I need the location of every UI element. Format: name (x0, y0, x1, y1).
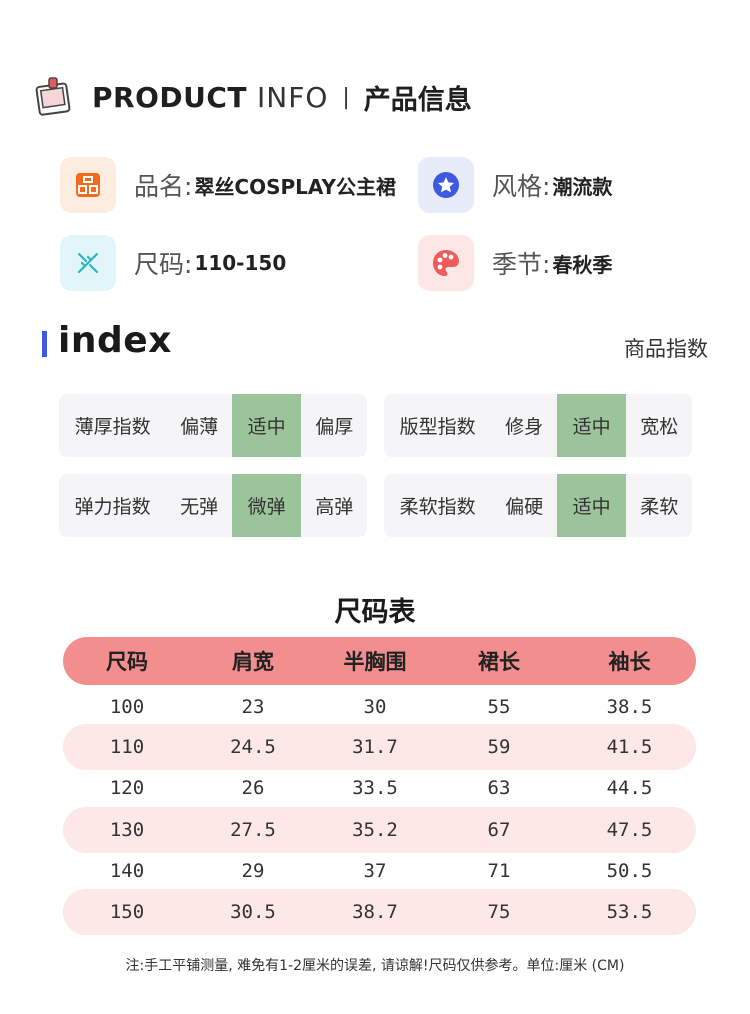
header-title-en-light: INFO (257, 80, 329, 114)
index-option: 修身 (505, 416, 544, 438)
table-cell: 100 (109, 696, 145, 718)
table-row: 120 26 33.5 63 44.5 (63, 765, 696, 811)
index-option: 偏厚 (315, 416, 354, 438)
info-style-label: 风格: (492, 172, 551, 201)
table-cell: 38.7 (352, 901, 398, 923)
header-separator: | (342, 84, 350, 110)
table-row: 140 29 37 71 50.5 (63, 848, 696, 894)
table-row: 100 23 30 55 38.5 (63, 684, 696, 730)
index-option-selected: 适中 (231, 394, 302, 457)
table-cell: 30 (363, 696, 387, 718)
info-size-value: 110-150 (194, 251, 287, 275)
table-cell: 53.5 (606, 901, 653, 923)
table-cell: 47.5 (606, 819, 653, 841)
column-header: 半胸围 (343, 650, 407, 674)
star-badge-icon (418, 157, 474, 213)
info-size-label: 尺码: (134, 250, 193, 279)
table-cell: 23 (241, 696, 265, 718)
index-option: 高弹 (315, 496, 354, 518)
info-season-value: 春秋季 (552, 252, 613, 277)
info-product-name: 品名: 翠丝COSPLAY公主裙 (60, 157, 396, 213)
index-option-selected: 微弹 (231, 474, 302, 537)
info-style: 风格: 潮流款 (418, 157, 612, 213)
table-cell: 50.5 (606, 860, 653, 882)
table-cell: 67 (487, 819, 511, 841)
table-cell: 30.5 (230, 901, 276, 923)
size-table-header: 尺码 肩宽 半胸围 裙长 袖长 (63, 637, 696, 685)
index-accent-bar (42, 331, 47, 357)
index-option: 无弹 (180, 496, 219, 518)
column-header: 裙长 (478, 650, 520, 674)
index-card-name: 版型指数 (399, 416, 476, 438)
index-card-name: 柔软指数 (399, 496, 476, 518)
column-header: 袖长 (608, 650, 651, 674)
index-card-name: 弹力指数 (74, 496, 151, 518)
table-cell: 63 (487, 777, 511, 799)
index-card-name: 薄厚指数 (74, 416, 151, 438)
table-cell: 71 (487, 860, 511, 882)
size-table-title: 尺码表 (334, 597, 416, 628)
index-option: 宽松 (640, 416, 679, 438)
column-header: 肩宽 (232, 650, 274, 674)
palette-icon (418, 235, 474, 291)
section-header: PRODUCT INFO | 产品信息 (32, 70, 472, 124)
table-cell: 110 (109, 736, 145, 758)
table-row: 150 30.5 38.7 75 53.5 (63, 889, 696, 935)
table-cell: 29 (241, 860, 265, 882)
table-cell: 41.5 (606, 736, 653, 758)
table-cell: 38.5 (606, 696, 653, 718)
index-card-fit: 版型指数 修身 适中 宽松 (384, 394, 692, 457)
measurement-note: 注:手工平铺测量, 难免有1-2厘米的误差, 请谅解!尺码仅供参考。单位:厘米 … (125, 958, 625, 974)
header-title-cn: 产品信息 (363, 84, 472, 116)
table-cell: 31.7 (352, 736, 398, 758)
column-header: 尺码 (106, 650, 148, 674)
table-cell: 26 (241, 777, 265, 799)
index-card-softness: 柔软指数 偏硬 适中 柔软 (384, 474, 692, 537)
table-cell: 150 (109, 901, 145, 923)
info-season: 季节: 春秋季 (418, 235, 612, 291)
index-option-selected: 适中 (556, 474, 627, 537)
info-season-label: 季节: (492, 250, 551, 279)
info-name-value: 翠丝COSPLAY公主裙 (194, 174, 396, 199)
index-option-selected: 适中 (556, 394, 627, 457)
index-subtitle: 商品指数 (624, 337, 708, 361)
table-cell: 75 (487, 901, 511, 923)
table-row: 130 27.5 35.2 67 47.5 (63, 807, 696, 853)
table-cell: 27.5 (230, 819, 276, 841)
table-cell: 33.5 (352, 777, 398, 799)
ruler-pencil-icon (60, 235, 116, 291)
product-grid-icon (60, 157, 116, 213)
photo-frame-icon (35, 77, 71, 116)
table-cell: 130 (109, 819, 145, 841)
table-cell: 37 (363, 860, 387, 882)
index-card-thickness: 薄厚指数 偏薄 适中 偏厚 (59, 394, 367, 457)
table-row: 110 24.5 31.7 59 41.5 (63, 724, 696, 770)
index-option: 偏薄 (180, 416, 219, 438)
index-option: 偏硬 (505, 496, 544, 518)
info-size: 尺码: 110-150 (60, 235, 286, 291)
header-title-en-bold: PRODUCT (92, 80, 248, 114)
table-cell: 59 (487, 736, 511, 758)
table-cell: 120 (109, 777, 145, 799)
table-cell: 140 (109, 860, 145, 882)
table-cell: 24.5 (230, 736, 276, 758)
table-cell: 44.5 (606, 777, 653, 799)
info-name-label: 品名: (134, 172, 193, 201)
table-cell: 35.2 (352, 819, 398, 841)
index-option: 柔软 (640, 496, 679, 518)
index-card-elasticity: 弹力指数 无弹 微弹 高弹 (59, 474, 367, 537)
info-style-value: 潮流款 (552, 174, 613, 199)
table-cell: 55 (487, 696, 511, 718)
index-title: index (58, 320, 172, 361)
